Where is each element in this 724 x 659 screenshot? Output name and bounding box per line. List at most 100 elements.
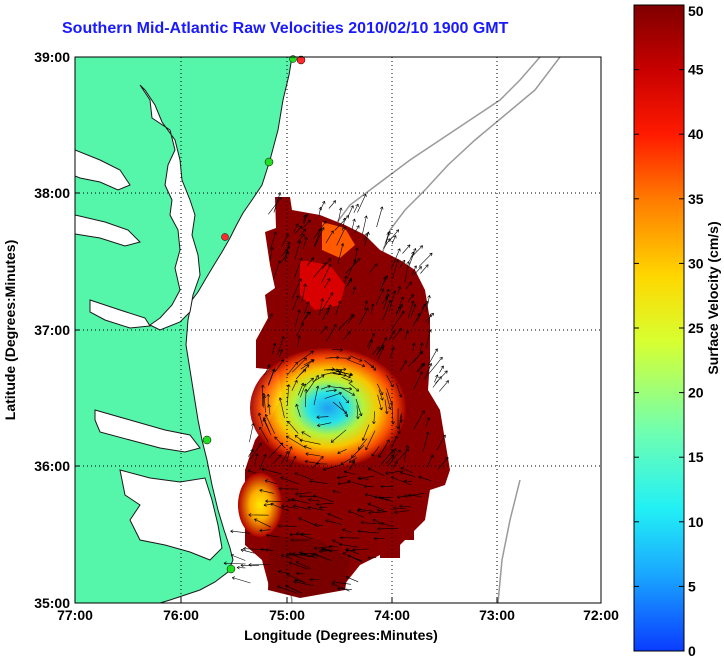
- velocity-arrow: [323, 367, 335, 372]
- velocity-arrow: [361, 424, 370, 441]
- velocity-arrow: [293, 580, 314, 587]
- x-tick-label: 72:00: [583, 607, 619, 623]
- velocity-arrow: [304, 388, 308, 408]
- velocity-arrow: [380, 276, 387, 291]
- velocity-arrow: [279, 348, 283, 358]
- velocity-arrow: [300, 359, 315, 370]
- velocity-arrow: [337, 587, 352, 591]
- velocity-arrow: [399, 259, 406, 269]
- velocity-arrow: [347, 554, 362, 562]
- velocity-arrow: [291, 379, 298, 391]
- velocity-arrow: [288, 552, 306, 560]
- velocity-arrow: [283, 245, 290, 260]
- velocity-arrow: [223, 561, 246, 566]
- velocity-arrow: [345, 258, 361, 274]
- velocity-arrow: [377, 527, 399, 531]
- velocity-arrow: [412, 342, 416, 351]
- velocity-arrow: [410, 303, 417, 317]
- velocity-arrow: [247, 469, 257, 474]
- station-marker: [226, 564, 236, 574]
- velocity-arrow: [295, 364, 310, 380]
- velocity-arrow: [240, 548, 255, 554]
- y-tick-label: 37:00: [34, 322, 70, 338]
- bathymetry-contour-2: [379, 57, 561, 261]
- bay-inlet-2: [75, 214, 141, 247]
- velocity-arrow: [261, 393, 266, 408]
- velocity-arrow: [321, 263, 332, 284]
- velocity-arrow: [376, 337, 387, 356]
- velocity-arrow: [294, 225, 303, 234]
- velocity-arrow: [337, 243, 345, 264]
- velocity-arrow: [389, 346, 395, 358]
- velocity-arrow: [301, 283, 307, 302]
- velocity-arrow: [424, 363, 433, 380]
- velocity-eddy: [250, 348, 406, 468]
- velocity-arrow: [402, 244, 411, 254]
- velocity-arrow: [391, 404, 395, 425]
- velocity-arrow: [260, 547, 271, 552]
- velocity-arrow: [363, 232, 368, 241]
- velocity-arrow: [249, 422, 255, 443]
- colorbar-tick-label: 5: [688, 578, 696, 594]
- velocity-arrow: [281, 504, 299, 509]
- velocity-arrow: [408, 493, 422, 498]
- velocity-arrow: [416, 363, 424, 372]
- velocity-arrow: [369, 263, 378, 273]
- velocity-arrow: [412, 313, 421, 327]
- bay-inlet-3: [89, 299, 151, 329]
- velocity-arrow: [352, 286, 357, 295]
- velocity-arrow: [268, 196, 282, 215]
- velocity-arrow: [298, 517, 319, 527]
- velocity-arrow: [330, 429, 347, 443]
- velocity-cell: [400, 524, 414, 540]
- velocity-arrow: [370, 303, 375, 315]
- bay-inlet: [75, 149, 131, 191]
- velocity-arrow: [331, 582, 350, 592]
- x-tick-label: 76:00: [163, 607, 199, 623]
- velocity-arrow: [413, 266, 422, 275]
- velocity-arrow: [404, 261, 410, 283]
- velocity-arrow: [397, 415, 401, 435]
- velocity-arrow: [425, 417, 431, 427]
- velocity-arrow: [336, 226, 347, 246]
- velocity-arrow: [398, 303, 404, 313]
- velocity-arrow: [267, 404, 271, 415]
- velocity-arrow: [265, 499, 282, 503]
- velocity-arrow: [360, 520, 382, 525]
- velocity-arrow: [312, 456, 324, 469]
- station-marker: [221, 233, 229, 241]
- velocity-arrow: [363, 484, 374, 489]
- velocity-arrow: [316, 415, 329, 419]
- velocity-arrow: [286, 553, 308, 557]
- colorbar-tick-label: 20: [688, 385, 704, 401]
- velocity-arrow: [377, 383, 384, 396]
- velocity-arrow: [337, 449, 347, 455]
- velocity-arrow: [427, 313, 432, 325]
- velocity-arrow: [301, 431, 311, 438]
- velocity-arrow: [387, 449, 401, 467]
- velocity-arrow: [367, 502, 384, 511]
- y-tick-label: 39:00: [34, 49, 70, 65]
- velocity-arrow: [272, 342, 277, 354]
- velocity-arrow: [306, 377, 314, 385]
- velocity-arrow: [264, 479, 277, 485]
- velocity-arrow: [425, 295, 431, 313]
- velocity-arrow: [303, 213, 309, 225]
- velocity-arrow: [294, 472, 313, 481]
- velocity-arrow: [248, 448, 254, 457]
- velocity-arrow: [391, 310, 405, 329]
- velocity-arrow: [307, 505, 324, 511]
- velocity-arrow: [392, 460, 398, 469]
- velocity-arrow: [364, 360, 375, 368]
- velocity-arrow: [386, 454, 395, 464]
- velocity-arrow: [309, 577, 320, 582]
- velocity-arrow: [403, 479, 413, 483]
- velocity-arrow: [340, 535, 360, 540]
- velocity-arrow: [259, 426, 269, 443]
- velocity-arrow: [261, 467, 282, 475]
- velocity-arrow: [385, 470, 402, 475]
- velocity-arrow: [292, 295, 300, 311]
- velocity-arrow: [268, 442, 284, 458]
- velocity-arrow: [292, 504, 310, 510]
